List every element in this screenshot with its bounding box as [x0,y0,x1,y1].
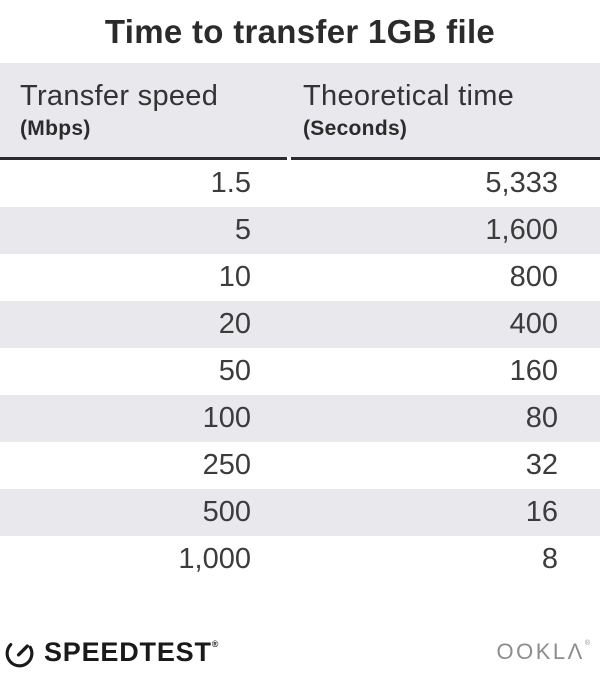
header-cell-transfer-speed: Transfer speed (Mbps) [0,80,287,141]
page-title: Time to transfer 1GB file [104,13,496,50]
ookla-trademark-icon: ® [584,640,590,647]
registered-trademark-icon: ® [211,638,220,649]
time-cell: 800 [509,261,558,293]
time-cell: 80 [525,402,558,434]
header-divider-right-segment [291,157,600,160]
speed-cell: 50 [218,355,251,387]
speed-cell: 500 [202,496,251,528]
table-row: 1.5 5,333 [0,160,600,207]
speed-cell: 1,000 [178,543,251,575]
time-cell: 16 [525,496,558,528]
speed-cell: 20 [218,308,251,340]
header-cell-theoretical-time: Theoretical time (Seconds) [287,80,600,141]
column-label-time: Theoretical time [303,79,515,112]
time-cell: 8 [541,543,558,575]
table-row: 250 32 [0,442,600,489]
table-header-row: Transfer speed (Mbps) Theoretical time (… [0,63,600,157]
speedtest-wordmark: SPEEDTEST® [44,636,220,667]
table-row: 50 160 [0,348,600,395]
table-row: 500 16 [0,489,600,536]
time-cell: 5,333 [485,167,558,199]
speed-cell: 250 [202,449,251,481]
speedometer-gauge-icon [3,636,36,669]
column-unit-time: (Seconds) [303,116,408,140]
speed-cell: 5 [234,214,251,246]
time-cell: 160 [509,355,558,387]
time-cell: 400 [509,308,558,340]
header-divider-left-segment [0,157,287,160]
header-divider [0,157,600,160]
time-cell: 32 [525,449,558,481]
table-row: 10 800 [0,254,600,301]
table-row: 100 80 [0,395,600,442]
footer: SPEEDTEST® OOKLΛ® [0,634,600,670]
time-cell: 1,600 [485,214,558,246]
speed-cell: 10 [218,261,251,293]
table-row: 1,000 8 [0,536,600,583]
table-body: 1.5 5,333 5 1,600 10 800 20 400 50 160 1… [0,160,600,583]
table-row: 20 400 [0,301,600,348]
ookla-logo: OOKLΛ® [496,639,590,664]
speedtest-logo: SPEEDTEST® [3,636,219,669]
speed-cell: 100 [202,402,251,434]
column-unit-speed: (Mbps) [20,116,91,140]
speed-cell: 1.5 [210,167,251,199]
table-row: 5 1,600 [0,207,600,254]
column-label-speed: Transfer speed [20,79,219,112]
